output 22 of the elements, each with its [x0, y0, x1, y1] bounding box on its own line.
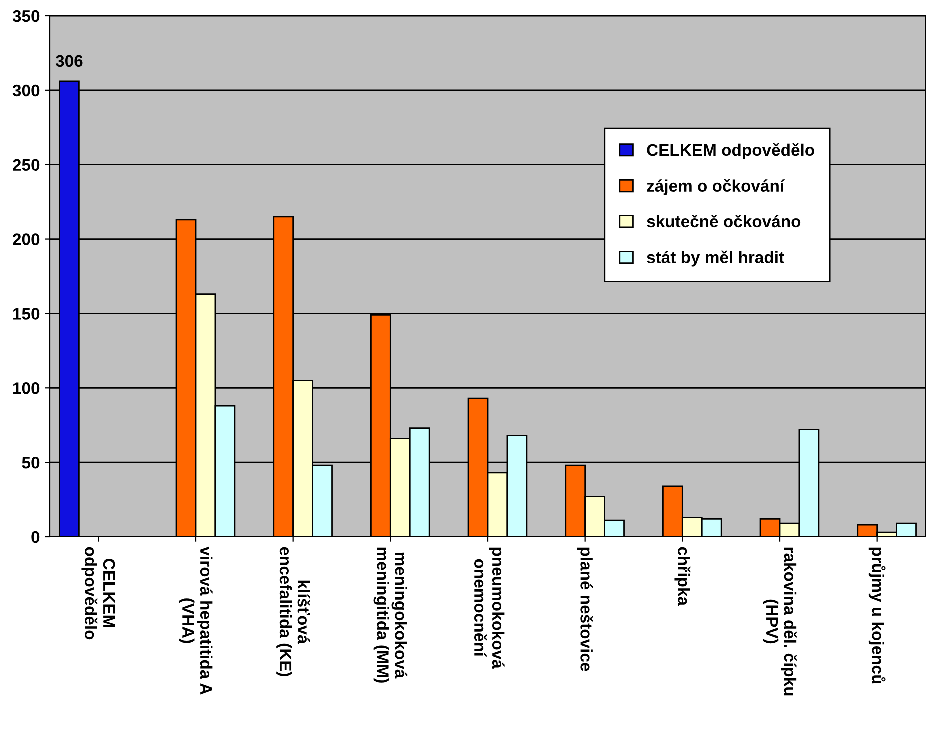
legend-label: CELKEM odpovědělo	[647, 144, 814, 160]
x-tick-label: pneumokoková onemocnění	[474, 548, 505, 670]
x-tick-label: rakovina děl. čípku (HPV)	[763, 548, 797, 696]
y-tick-label: 100	[14, 382, 40, 394]
x-tick-label: CELKEM odpovědělo	[82, 547, 116, 640]
legend-label: zájem o očkování	[647, 179, 786, 196]
y-tick-label: 200	[13, 234, 40, 246]
data-label: 306	[56, 55, 83, 68]
y-tick-label: 50	[22, 456, 40, 469]
y-tick-label: 150	[14, 308, 40, 320]
x-tick-label: virová hepatitida A (VHA)	[179, 546, 213, 695]
x-tick-label: průjmy u kojenců	[868, 548, 886, 684]
y-tick-label: 0	[32, 531, 40, 544]
x-tick-label: chřipka	[674, 547, 691, 606]
y-tick-label: 300	[12, 84, 40, 97]
y-tick-label: 250	[13, 159, 40, 172]
x-tick-label: meningokoková meningitida (MM)	[374, 548, 408, 683]
legend-label: skutečně očkováno	[647, 214, 801, 228]
x-tick-label: klíšťová encefalitida (KE)	[276, 547, 310, 676]
legend-label: stát by měl hradit	[647, 250, 784, 267]
y-tick-label: 350	[12, 10, 40, 22]
x-tick-label: plané neštovice	[577, 548, 594, 672]
